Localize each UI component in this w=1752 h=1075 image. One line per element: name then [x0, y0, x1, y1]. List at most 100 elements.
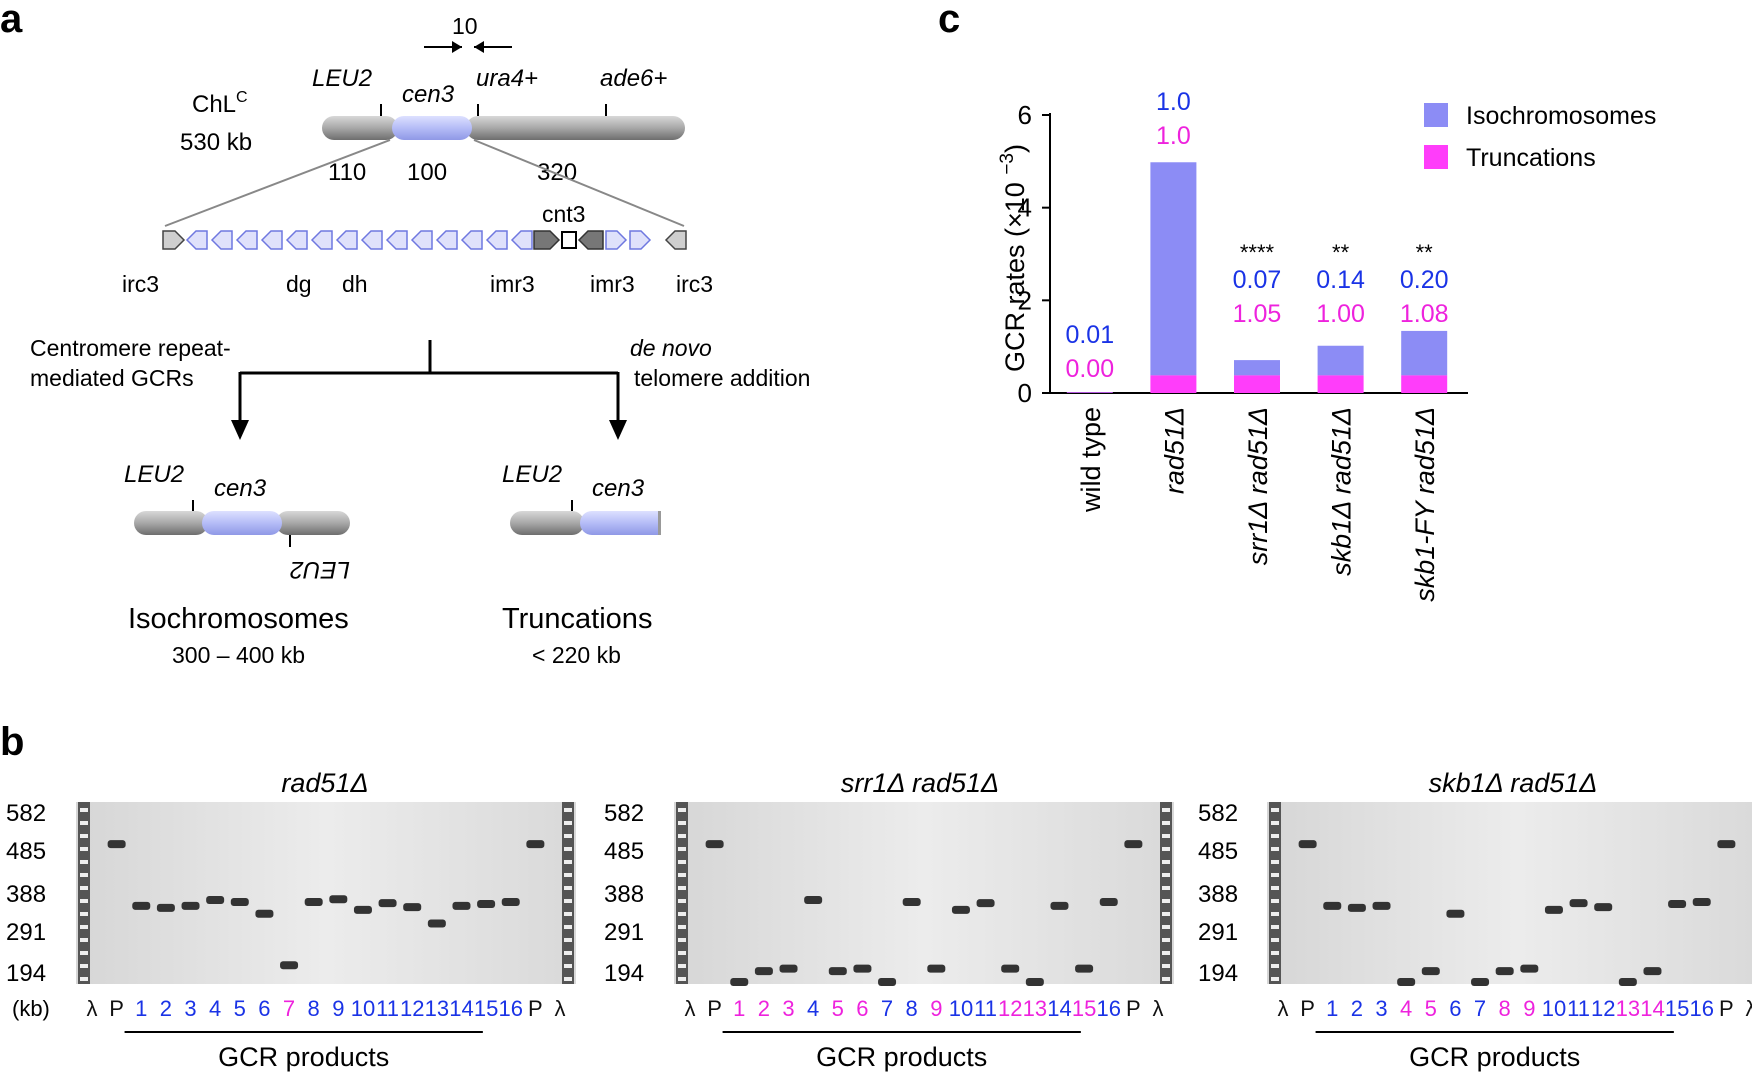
ladder-band — [1162, 860, 1170, 864]
ladder-band — [564, 977, 572, 981]
lane-label: 6 — [856, 996, 868, 1021]
centromere-repeat-array — [162, 230, 687, 250]
ladder-lane — [562, 802, 574, 984]
gel-band — [951, 905, 970, 914]
lane-label: 6 — [258, 996, 270, 1021]
lane-label: 13 — [1023, 996, 1047, 1021]
lane-label: 14 — [449, 996, 473, 1021]
lane-label: λ — [87, 996, 98, 1021]
ladder-band — [678, 938, 686, 942]
arrow-distance-label: 10 — [452, 13, 478, 39]
lane-label: 8 — [1499, 996, 1511, 1021]
ladder-band — [1271, 886, 1279, 890]
gel-band — [1397, 978, 1416, 986]
lane-label: λ — [1153, 996, 1164, 1021]
y-tick-label: 0 — [1018, 378, 1032, 408]
lane-label: 12 — [400, 996, 424, 1021]
size-marker-label: 388 — [1198, 881, 1238, 908]
bar-truncations — [1150, 375, 1197, 393]
lane-label: 1 — [733, 996, 745, 1021]
irc3-right-repeat — [664, 230, 687, 250]
ladder-band — [564, 899, 572, 903]
lane-label: P — [528, 996, 543, 1021]
y-axis-label: GCR rates (×10 −3) — [997, 144, 1030, 372]
trunc-rate-label: 1.08 — [1400, 300, 1449, 328]
panel-a: a 10 LEU2 cen3 ura4+ ade6+ ChLC 530 kb 1… — [0, 0, 810, 668]
ladder-lane — [1160, 802, 1172, 984]
y-tick-label: 2 — [1018, 285, 1032, 315]
bar-isochromosomes — [1150, 162, 1197, 376]
trunc-telomere — [658, 511, 661, 535]
gel-band — [427, 919, 446, 928]
gel-band — [280, 961, 299, 970]
right-pathway-label-line2: telomere addition — [634, 365, 810, 391]
significance-marker: ** — [1416, 240, 1434, 265]
category-label: rad51Δ — [1159, 407, 1189, 494]
gel-band — [1717, 840, 1736, 849]
panel-c: c 0 2 4 6 GCR rates (×10 −3) 0.01 0.00 wild typ… — [938, 0, 1656, 602]
ladder-band — [678, 964, 686, 968]
ladder-band — [1271, 925, 1279, 929]
trunc-rate-label: 1.00 — [1316, 300, 1365, 328]
iso-leu2-label: LEU2 — [124, 461, 184, 488]
size-marker-label: 582 — [1198, 800, 1238, 827]
left-pathway-label-line1: Centromere repeat- — [30, 335, 231, 361]
ladder-band — [678, 808, 686, 812]
left-arrow-head — [474, 41, 484, 53]
size-marker-label: 388 — [604, 881, 644, 908]
ladder-lane — [1269, 802, 1281, 984]
ladder-band — [678, 860, 686, 864]
truncations-label: Truncations — [502, 603, 652, 635]
gel-band — [1025, 978, 1044, 986]
lane-label: 3 — [782, 996, 794, 1021]
ladder-band — [80, 847, 88, 851]
iso-left-arm — [134, 511, 208, 535]
gel-band — [1099, 898, 1118, 907]
lane-label: 15 — [1665, 996, 1689, 1021]
size-marker-label: 291 — [1198, 919, 1238, 946]
ladder-band — [678, 925, 686, 929]
lane-label: 10 — [351, 996, 375, 1021]
chromosome-size: 530 kb — [180, 129, 252, 156]
bar-truncations — [1317, 375, 1364, 393]
ladder-band — [564, 873, 572, 877]
ladder-band — [1162, 899, 1170, 903]
bar-truncations — [1401, 375, 1448, 393]
gel-band — [1643, 967, 1662, 976]
lane-label: 5 — [1425, 996, 1437, 1021]
segment-mid-size: 100 — [407, 159, 447, 186]
gel-band — [976, 899, 995, 908]
ladder-band — [1271, 873, 1279, 877]
lane-label: 11 — [974, 996, 997, 1021]
gel-band — [1001, 964, 1020, 973]
imr3-right-label: imr3 — [590, 271, 635, 297]
gel-band — [1323, 901, 1342, 910]
lane-label: 16 — [1689, 996, 1713, 1021]
ladder-band — [1162, 834, 1170, 838]
category-label: skb1-FY rad51Δ — [1410, 407, 1440, 602]
gel-band — [1495, 967, 1514, 976]
bar-isochromosomes — [1401, 330, 1448, 376]
ladder-band — [564, 886, 572, 890]
lane-label: 4 — [1400, 996, 1412, 1021]
gel-band — [353, 905, 372, 914]
gel-band — [1298, 840, 1317, 849]
iso-rate-label: 0.20 — [1400, 266, 1449, 294]
lane-label: 11 — [376, 996, 399, 1021]
gel-band — [255, 909, 274, 918]
iso-rate-label: 0.14 — [1316, 266, 1365, 294]
ladder-band — [678, 912, 686, 916]
gel-band — [878, 978, 897, 986]
truncations-size: < 220 kb — [532, 642, 621, 668]
lane-label: 7 — [283, 996, 295, 1021]
lane-label: 4 — [209, 996, 221, 1021]
left-pathway-arrow-head — [231, 420, 249, 440]
ladder-band — [564, 938, 572, 942]
significance-marker: **** — [1240, 240, 1275, 265]
ladder-band — [564, 847, 572, 851]
ladder-band — [1162, 925, 1170, 929]
size-marker-label: 582 — [604, 800, 644, 827]
lane-label: 12 — [1591, 996, 1615, 1021]
